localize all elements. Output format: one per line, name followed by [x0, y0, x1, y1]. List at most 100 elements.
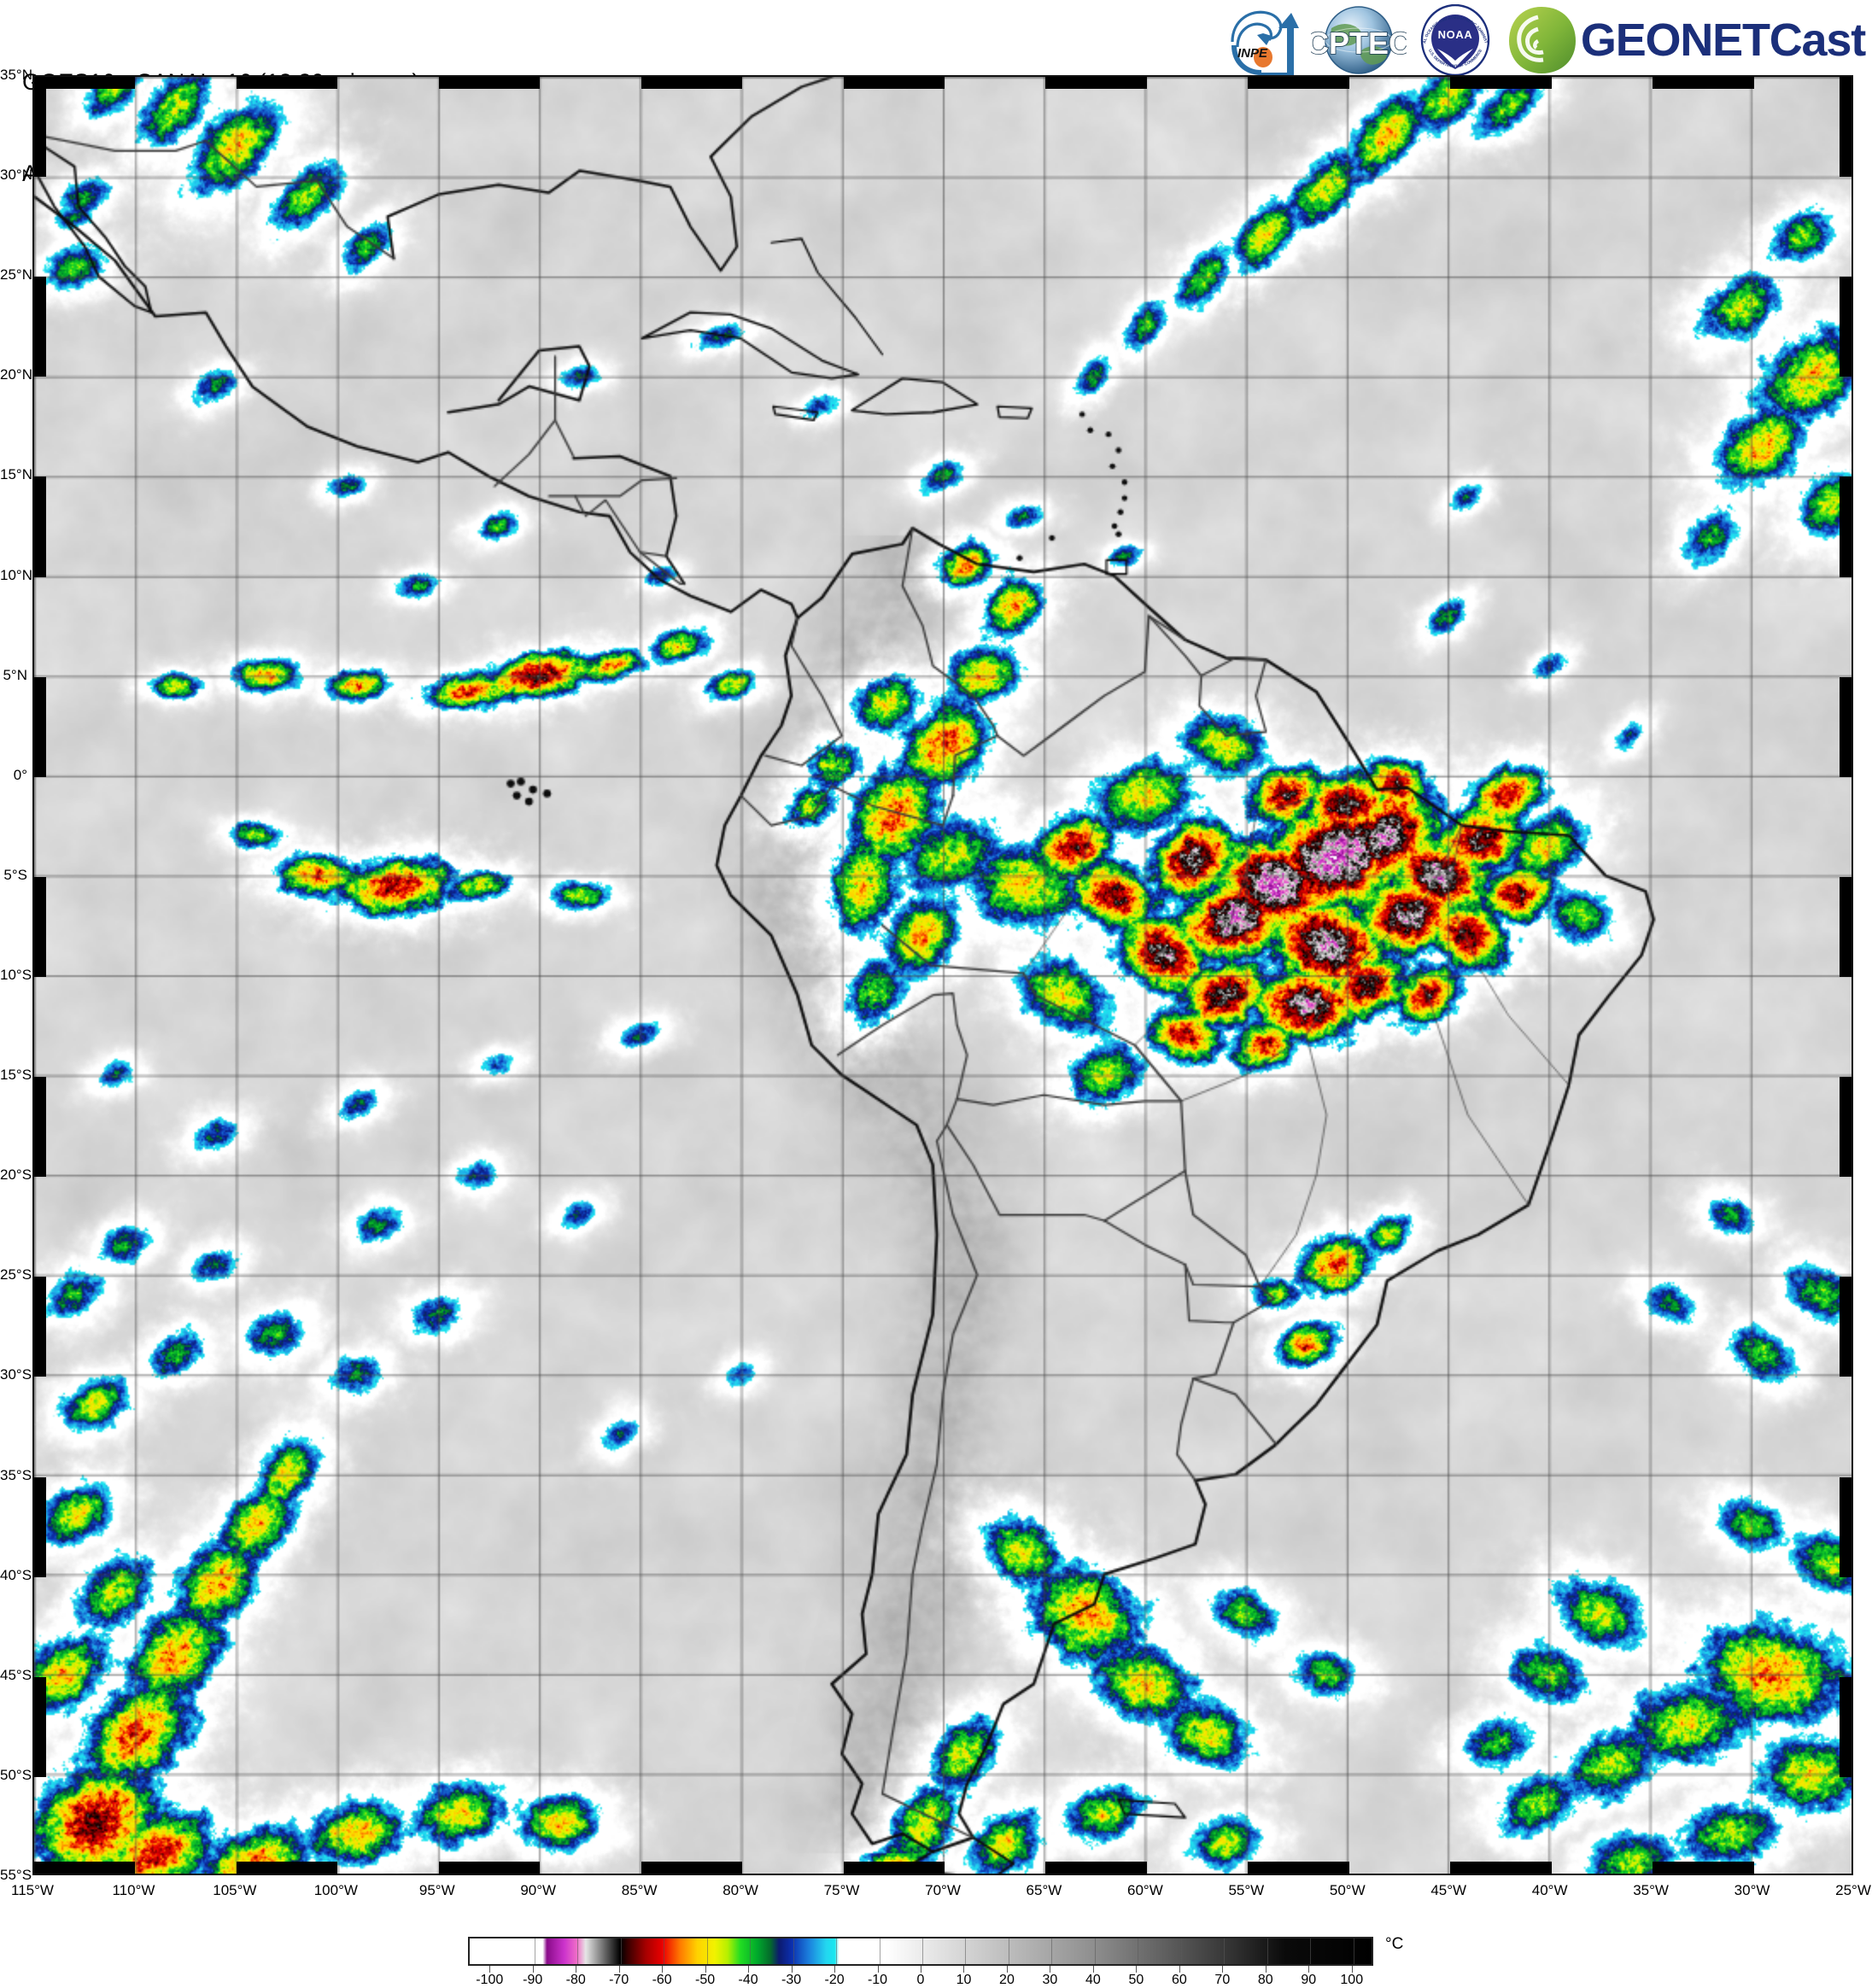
longitude-tick-label: 40°W [1531, 1882, 1568, 1898]
colorbar-tick-label: 40 [1085, 1973, 1101, 1987]
latitude-tick-label: 5°N [3, 666, 27, 683]
colorbar-divider [793, 1938, 794, 1964]
geonetcast-logo: GEONETCast [1504, 4, 1866, 76]
colorbar-tick [1179, 1966, 1180, 1973]
longitude-tick-label: 115°W [11, 1882, 54, 1898]
colorbar-divider [1180, 1938, 1182, 1964]
colorbar-tick-label: 0 [916, 1973, 925, 1987]
latitude-tick-label: 25°S [0, 1266, 32, 1283]
colorbar-tick-label: 80 [1257, 1973, 1273, 1987]
colorbar-tick-label: -90 [523, 1973, 543, 1987]
longitude-tick-label: 95°W [418, 1882, 455, 1898]
latitude-tick-label: 10°N [0, 566, 32, 583]
svg-text:CPTEC: CPTEC [1311, 26, 1407, 61]
colorbar-tick-label: -100 [476, 1973, 504, 1987]
colorbar-tick [489, 1966, 491, 1973]
longitude-tick-label: 100°W [313, 1882, 358, 1898]
longitude-tick-label: 110°W [112, 1882, 155, 1898]
colorbar-tick [1265, 1966, 1267, 1973]
geonetcast-leaf-icon [1504, 5, 1577, 75]
colorbar-unit-label: °C [1385, 1935, 1404, 1953]
longitude-tick-label: 50°W [1329, 1882, 1366, 1898]
longitude-tick-label: 90°W [520, 1882, 557, 1898]
longitude-tick-label: 75°W [823, 1882, 860, 1898]
colorbar-tick-label: 30 [1042, 1973, 1058, 1987]
latitude-tick-label: 40°S [0, 1566, 32, 1583]
colorbar-tick-label: -60 [652, 1973, 672, 1987]
colorbar-gradient [470, 1938, 1372, 1964]
colorbar-container: °C -100 -90 -80 -70 -60 -50 -40 -30 -20 -10 0 10 20 3… [468, 1935, 1403, 1987]
longitude-tick-label: 80°W [722, 1882, 758, 1898]
colorbar-tick [618, 1966, 620, 1973]
colorbar-tick-label: -70 [609, 1973, 629, 1987]
colorbar-tick-label: 100 [1340, 1973, 1364, 1987]
colorbar-tick [532, 1966, 534, 1973]
colorbar-tick-label: 10 [956, 1973, 972, 1987]
colorbar-divider [706, 1938, 708, 1964]
colorbar-tick-label: -10 [867, 1973, 888, 1987]
colorbar-tick-label: 20 [999, 1973, 1015, 1987]
longitude-tick-label: 25°W [1835, 1882, 1871, 1898]
svg-text:INPE: INPE [1237, 46, 1268, 61]
noaa-logo: NOAA NATIONAL OCEANIC AND ATMOSPHERIC AD… [1417, 1, 1492, 77]
colorbar-divider [1310, 1938, 1312, 1964]
colorbar-tick-label: 60 [1171, 1973, 1187, 1987]
longitude-tick-label: 45°W [1430, 1882, 1467, 1898]
colorbar-tick [1222, 1966, 1224, 1973]
satellite-map-plot [32, 75, 1853, 1875]
colorbar-divider [922, 1938, 923, 1964]
geonetcast-logo-text: GEONETCast [1580, 15, 1866, 66]
cptec-logo: CPTEC [1306, 4, 1412, 76]
latitude-tick-label: 5°S [3, 866, 27, 883]
colorbar-divider [1267, 1938, 1268, 1964]
longitude-tick-label: 70°W [925, 1882, 961, 1898]
latitude-tick-label: 35°S [0, 1466, 32, 1483]
colorbar-tick-label: -30 [781, 1973, 802, 1987]
colorbar-tick [705, 1966, 706, 1973]
colorbar-divider [965, 1938, 967, 1964]
longitude-tick-label: 30°W [1734, 1882, 1770, 1898]
latitude-tick-label: 30°S [0, 1366, 32, 1383]
colorbar-tick-label: -20 [824, 1973, 845, 1987]
colorbar-divider [836, 1938, 838, 1964]
longitude-tick-label: 55°W [1228, 1882, 1265, 1898]
colorbar-divider [1051, 1938, 1053, 1964]
colorbar-tick [1351, 1966, 1353, 1973]
latitude-tick-label: 55°S [0, 1867, 32, 1883]
latitude-tick-label: 15°N [0, 466, 32, 483]
latitude-tick-label: 20°S [0, 1166, 32, 1184]
satellite-imagery-canvas [34, 77, 1852, 1874]
latitude-tick-label: 35°N [0, 67, 32, 83]
latitude-tick-label: 45°S [0, 1666, 32, 1683]
longitude-tick-label: 60°W [1126, 1882, 1163, 1898]
latitude-tick-label: 50°S [0, 1766, 32, 1783]
colorbar-tick [662, 1966, 664, 1973]
colorbar-tick [834, 1966, 836, 1973]
inpe-logo: INPE [1226, 4, 1299, 76]
colorbar-tick [1092, 1966, 1094, 1973]
colorbar-tick [791, 1966, 793, 1973]
colorbar-tick [1308, 1966, 1310, 1973]
latitude-tick-label: 25°N [0, 266, 32, 284]
longitude-tick-label: 65°W [1026, 1882, 1062, 1898]
longitude-tick-label: 105°W [213, 1882, 257, 1898]
colorbar-tick-label: -80 [565, 1973, 586, 1987]
latitude-tick-label: 15°S [0, 1067, 32, 1084]
colorbar-divider [750, 1938, 752, 1964]
latitude-tick-label: 10°S [0, 967, 32, 983]
colorbar-tick-label: 90 [1301, 1973, 1317, 1987]
longitude-tick-label: 85°W [621, 1882, 658, 1898]
svg-text:NOAA: NOAA [1438, 28, 1473, 41]
colorbar-tick [748, 1966, 750, 1973]
colorbar-divider [1094, 1938, 1096, 1964]
longitude-tick-label: 35°W [1633, 1882, 1669, 1898]
temperature-colorbar [468, 1937, 1373, 1966]
colorbar-divider [1224, 1938, 1226, 1964]
colorbar-tick [963, 1966, 965, 1973]
colorbar-tick-label: 50 [1128, 1973, 1144, 1987]
colorbar-divider [620, 1938, 622, 1964]
colorbar-tick [1136, 1966, 1138, 1973]
colorbar-tick [1006, 1966, 1008, 1973]
latitude-tick-label: 30°N [0, 167, 32, 184]
